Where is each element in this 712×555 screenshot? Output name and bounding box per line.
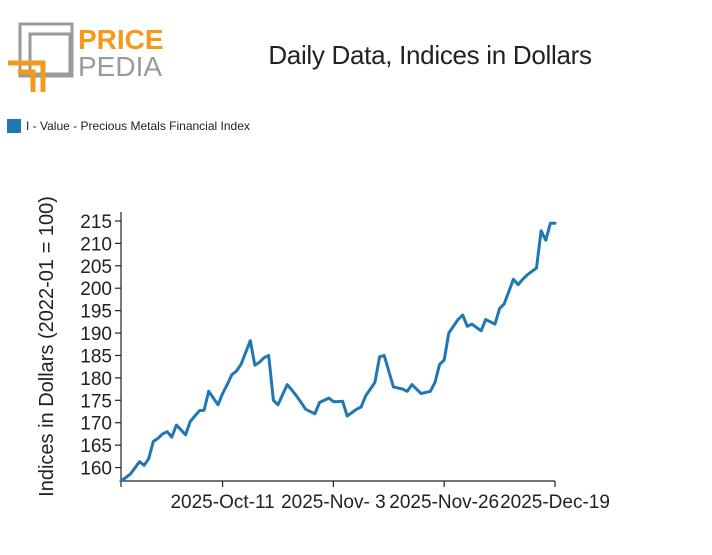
- y-tick-label: 215: [80, 212, 112, 233]
- series-line-precious-metals: [119, 221, 557, 483]
- y-tick-label: 190: [80, 324, 112, 345]
- y-tick-label: 180: [80, 369, 112, 390]
- y-tick-label: 165: [80, 436, 112, 457]
- legend-label: I - Value - Precious Metals Financial In…: [26, 119, 250, 133]
- y-axis-label: Indices in Dollars (2022-01 = 100): [36, 196, 58, 497]
- logo-square-inner: [28, 32, 72, 76]
- y-tick-label: 185: [80, 346, 112, 367]
- series-layer: [119, 221, 557, 483]
- x-tick-label: 2025-Nov- 3: [281, 492, 386, 513]
- x-axis: 2025-Oct-11 2025-Nov- 3 2025-Nov-26 2025-De…: [120, 480, 610, 513]
- y-tick-label: 175: [80, 391, 112, 412]
- chart-legend[interactable]: I - Value - Precious Metals Financial In…: [7, 119, 250, 133]
- y-tick-label: 160: [80, 459, 112, 480]
- logo-text-price: PRICE: [78, 24, 164, 55]
- y-tick-label: 170: [80, 414, 112, 435]
- x-tick-label: 2025-Oct-11: [170, 492, 274, 513]
- chart-title: Daily Data, Indices in Dollars: [268, 40, 592, 70]
- pricepedia-logo: PRICE PEDIA: [8, 22, 168, 92]
- y-tick-label: 210: [80, 234, 112, 255]
- x-tick-label: 2025-Dec-19: [500, 492, 610, 513]
- logo-mark: PRICE PEDIA: [8, 22, 164, 92]
- y-tick-label: 195: [80, 302, 112, 323]
- y-tick-label: 200: [80, 279, 112, 300]
- logo-bracket-inner: [18, 69, 36, 92]
- y-tick-label: 205: [80, 257, 112, 278]
- logo-bracket-outer: [8, 60, 46, 92]
- x-tick-label: 2025-Nov-26: [389, 492, 499, 513]
- logo-text-pedia: PEDIA: [78, 51, 162, 82]
- legend-swatch: [7, 119, 21, 133]
